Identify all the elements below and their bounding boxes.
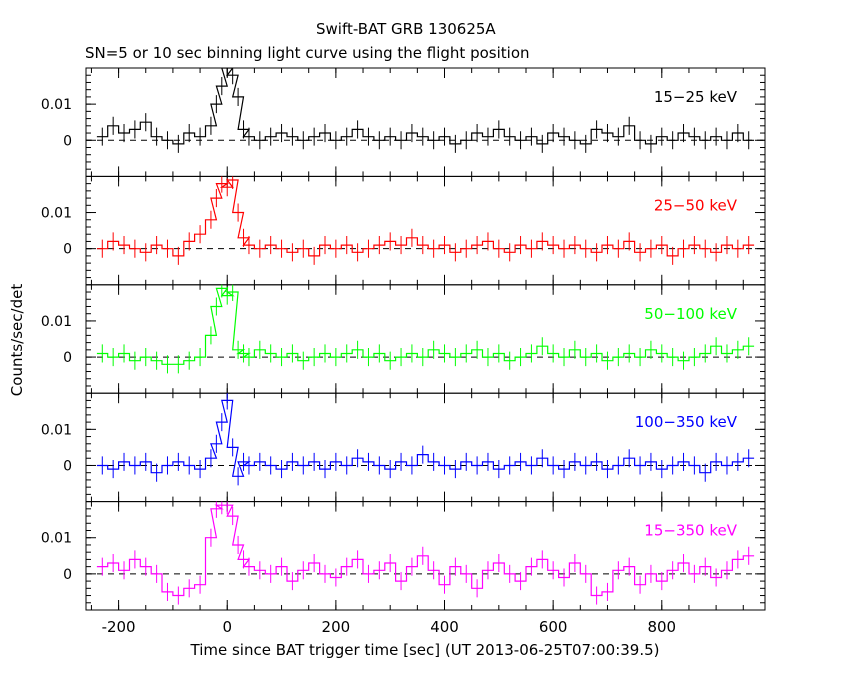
x-axis: -200 0 200 400 600 800 [102, 618, 677, 636]
series-3 [96, 393, 755, 486]
series-line [96, 399, 755, 477]
y-tick-label: 0 [63, 133, 72, 149]
y-tick-label: 0.01 [41, 97, 72, 113]
series-line [96, 179, 755, 257]
panel-frame [85, 392, 766, 503]
y-tick-label: 0.01 [41, 531, 72, 547]
panel-frame [85, 175, 766, 286]
panel-frame [85, 284, 766, 394]
series-line [96, 68, 755, 145]
panel-frame [85, 501, 766, 611]
panel-2: 0 0.01 50−100 keV [41, 284, 766, 394]
series-1 [96, 176, 755, 265]
panel-frame [85, 67, 766, 177]
x-tick-label: 200 [322, 618, 351, 636]
y-tick-label: 0 [63, 567, 72, 583]
series-2 [96, 284, 755, 374]
panel-0: 0 0.01 15−25 keV [41, 67, 766, 177]
panel-4: 0 0.01 15−350 keV [41, 501, 766, 611]
energy-band-label: 15−25 keV [654, 88, 738, 106]
panel-1: 0 0.01 25−50 keV [41, 175, 766, 286]
energy-band-label: 25−50 keV [654, 196, 738, 214]
y-tick-label: 0.01 [41, 422, 72, 438]
energy-band-label: 50−100 keV [644, 305, 737, 323]
y-tick-label: 0 [63, 458, 72, 474]
y-tick-label: 0.01 [41, 314, 72, 330]
chart-title: Swift-BAT GRB 130625A [316, 20, 496, 38]
y-axis-label: Counts/sec/det [8, 284, 26, 397]
x-tick-label: 600 [539, 618, 568, 636]
x-axis-label: Time since BAT trigger time [sec] (UT 20… [190, 641, 660, 659]
x-tick-label: 400 [430, 618, 459, 636]
y-tick-label: 0 [63, 242, 72, 258]
x-tick-label: -200 [102, 618, 136, 636]
series-line [96, 287, 755, 365]
y-tick-label: 0.01 [41, 206, 72, 222]
x-tick-label: 800 [647, 618, 676, 636]
panel-3: 0 0.01 100−350 keV [41, 392, 766, 503]
energy-band-label: 15−350 keV [644, 522, 737, 540]
chart-subtitle: SN=5 or 10 sec binning light curve using… [85, 44, 530, 62]
energy-band-label: 100−350 keV [635, 413, 738, 431]
series-line [96, 504, 755, 597]
y-tick-label: 0 [63, 350, 72, 366]
series-4 [96, 501, 755, 605]
chart-panels: 0 0.01 15−25 keV 0 0.01 25−50 keV 0 0.01 50−100 … [41, 67, 766, 611]
series-0 [96, 68, 755, 153]
x-tick-label: 0 [222, 618, 232, 636]
